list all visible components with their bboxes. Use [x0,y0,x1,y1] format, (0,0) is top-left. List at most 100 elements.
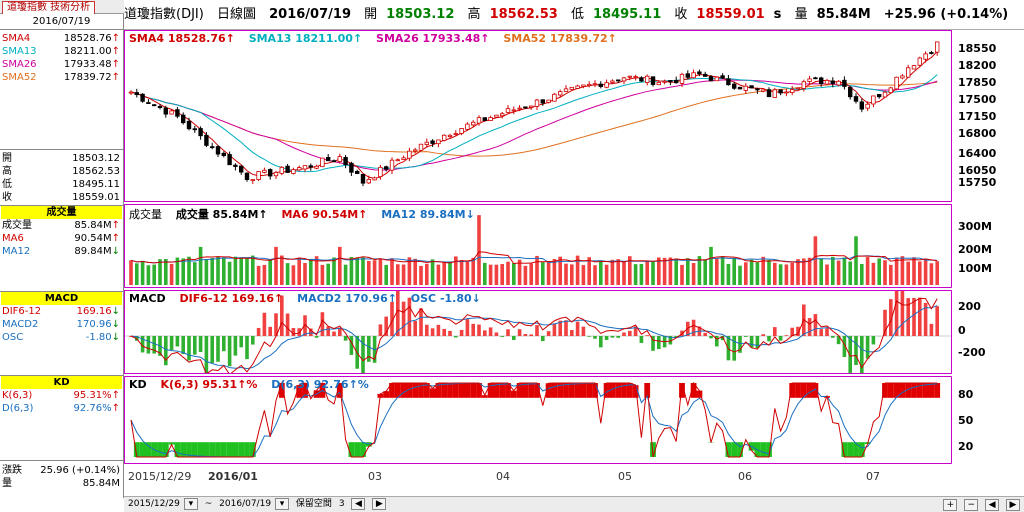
osc-value: -1.80 [85,332,112,343]
scroll-start-icon[interactable]: ◀ [985,498,1000,511]
volume-tick: 200M [958,243,992,256]
range-start-dropdown-icon[interactable]: ▾ [183,497,198,510]
kd-oversold-fill [186,442,192,457]
volume-bar-up [918,261,922,285]
volume-bar-up [465,260,470,285]
osc-bar-down [610,336,615,338]
osc-bar-down [227,336,232,367]
osc-bar-down [720,336,725,341]
kd-oversold-fill [360,442,366,457]
kd-overbought-fill [887,383,894,398]
range-end-dropdown-icon[interactable]: ▾ [275,497,290,510]
zoom-out-icon[interactable]: − [964,498,979,511]
kd-panel[interactable]: KD K(6,3) 95.31↑% D(6,3) 92.76↑% [124,376,952,464]
candle-up [250,179,255,181]
kd-overbought-fill [429,388,436,398]
range-start[interactable]: 2015/12/29 [128,499,180,509]
candle-down [726,78,731,86]
osc-bar-up [773,327,777,336]
osc-bar-up [448,330,452,336]
tab-bar: 道瓊指數 技術分析 [0,0,124,14]
volume-bar-up [604,264,609,285]
kd-oversold-fill [731,442,738,457]
kd-oversold-fill [180,442,187,457]
candle-down [210,146,215,149]
volume-bar-up [575,255,580,285]
osc-bar-down [181,336,185,354]
volume-panel[interactable]: 成交量 成交量 85.84M↑ MA6 90.54M↑ MA12 89.84M↓ [124,204,952,288]
candle-up [679,73,685,84]
volume-bar-up [338,246,342,285]
scroll-end-icon[interactable]: ▶ [1006,498,1020,511]
macd-panel[interactable]: MACD DIF6-12 169.16↑ MACD2 170.96↑ OSC -… [124,290,952,374]
legend-d: D(6,3) 92.76↑% [271,378,369,391]
open-label: 開 [364,7,378,22]
range-end[interactable]: 2016/07/19 [219,499,272,509]
volume-bar-down [854,236,858,285]
osc-bar-down [616,336,620,338]
candle-up [610,80,615,83]
volume-row-label: 成交量 [2,220,32,231]
range-toolbar: 2015/12/29 ▾ ~ 2016/07/19 ▾ 保留空間 3 ◀ ▶ + −… [124,496,1024,512]
kd-oversold-fill [354,442,361,457]
scroll-right-icon[interactable]: ▶ [372,497,387,510]
volume-bar-down [831,256,835,285]
volume-bar-down [309,258,313,285]
keep-space-value[interactable]: 3 [338,499,345,509]
volume-bar-up [517,259,522,285]
sma13-arrow: ↑ [111,46,120,57]
ma6-line [130,251,938,265]
osc-bar-down [860,336,864,373]
k-line [130,381,938,458]
kd-overbought-fill [499,383,506,398]
kd-oversold-fill [725,442,732,457]
kd-overbought-fill [470,383,477,398]
volume-bar-down [164,259,168,285]
dif-line [130,297,938,373]
price-panel[interactable]: SMA4 18528.76↑ SMA13 18211.00↑ SMA26 179… [124,30,952,202]
kd-overbought-fill [452,383,459,398]
osc-bar-down [245,336,249,360]
volume-legend: 成交量 成交量 85.84M↑ MA6 90.54M↑ MA12 89.84M↓ [129,206,485,222]
scroll-left-icon[interactable]: ◀ [351,497,366,510]
kd-overbought-fill [644,383,651,398]
osc-bar-up [477,324,481,336]
osc-bar-up [923,302,928,336]
osc-bar-down [668,336,673,345]
kd-overbought-fill [928,383,935,398]
kd-overbought-fill [510,390,517,398]
volume-bar-up [169,263,174,285]
volume-bar-down [140,260,145,285]
kd-axis: 80 50 20 [952,376,1024,464]
zoom-in-icon[interactable]: + [943,498,958,511]
candle-up [906,67,911,78]
osc-bar-down [367,336,371,362]
candle-up [389,159,395,171]
k-arrow: ↑ [111,390,120,401]
candle-up [761,89,766,92]
chart-area[interactable]: SMA4 18528.76↑ SMA13 18211.00↑ SMA26 179… [124,30,1024,498]
volume-bar-down [268,259,272,285]
kd-overbought-fill [522,383,529,398]
open-row-label: 開 [2,153,12,164]
volume-bar-up [894,257,899,285]
volume-bar-up [314,256,319,285]
price-chart [128,41,940,187]
volume-bar-down [216,256,220,285]
volume-bar-down [726,263,731,285]
volume-bar-up [297,257,301,285]
kd-overbought-fill [278,383,285,398]
volume-bar-up [372,260,377,285]
kd-overbought-fill [389,383,395,398]
volume-bar-up [744,262,748,285]
kd-overbought-fill [447,383,453,398]
volume-bar-up [790,262,794,285]
kd-oversold-fill [220,442,227,457]
kd-oversold-fill [853,442,859,457]
kd-oversold-fill [145,442,152,457]
tab-technical-analysis[interactable]: 道瓊指數 技術分析 [2,1,96,14]
osc-bar-up [929,323,934,336]
volume-bar-down [697,256,702,285]
candle-up [418,143,424,151]
sma4-arrow: ↑ [111,33,120,44]
